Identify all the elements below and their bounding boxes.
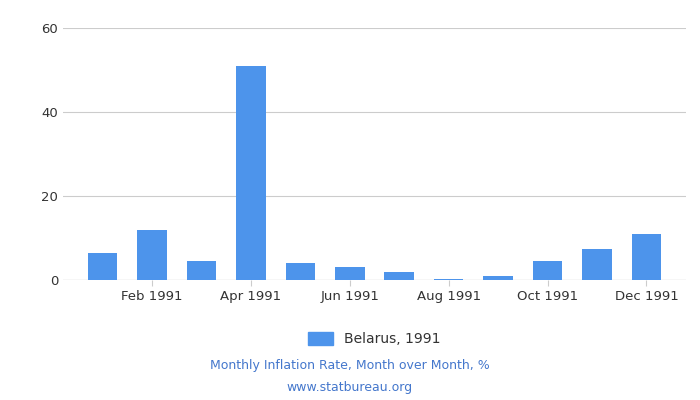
Bar: [335, 267, 365, 280]
Bar: [286, 263, 315, 280]
Bar: [384, 272, 414, 280]
Text: www.statbureau.org: www.statbureau.org: [287, 382, 413, 394]
Bar: [187, 261, 216, 280]
Legend: Belarus, 1991: Belarus, 1991: [308, 332, 441, 346]
Bar: [631, 234, 661, 280]
Bar: [533, 261, 562, 280]
Text: Monthly Inflation Rate, Month over Month, %: Monthly Inflation Rate, Month over Month…: [210, 360, 490, 372]
Bar: [582, 248, 612, 280]
Bar: [88, 253, 118, 280]
Bar: [434, 279, 463, 280]
Bar: [236, 66, 266, 280]
Bar: [483, 276, 513, 280]
Bar: [137, 230, 167, 280]
